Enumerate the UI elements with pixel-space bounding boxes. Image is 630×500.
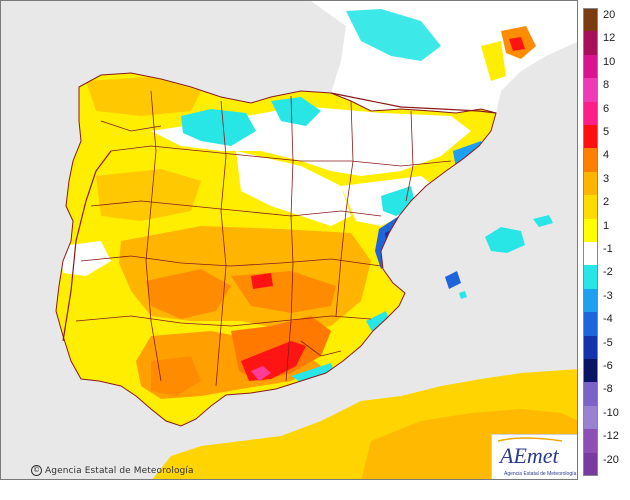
legend-label: 10 <box>603 55 616 68</box>
legend-swatch <box>583 359 598 383</box>
aemet-logo: AEmet Agencia Estatal de Meteorología <box>491 434 577 479</box>
legend-swatch <box>583 78 598 102</box>
logo-wordmark: AEmet <box>498 443 560 468</box>
legend-swatch <box>583 125 598 149</box>
legend-swatch <box>583 288 598 313</box>
legend-label: -4 <box>603 313 613 326</box>
portugal-border <box>62 150 112 342</box>
legend-label: -20 <box>603 453 619 466</box>
legend-swatch <box>583 148 598 172</box>
legend-swatch <box>583 101 598 125</box>
hot-spot-pyrenees-east <box>509 37 525 51</box>
legend-label: 8 <box>603 79 610 92</box>
legend-label: -5 <box>603 336 613 349</box>
logo-arc-icon <box>497 437 563 442</box>
legend-label: -3 <box>603 289 613 302</box>
warm-zone-west <box>96 169 201 221</box>
legend-label: 2 <box>603 196 610 209</box>
legend-swatch <box>583 452 598 476</box>
legend-label: 12 <box>603 32 616 45</box>
legend-swatch <box>583 312 598 336</box>
legend-swatch <box>583 195 598 219</box>
aemet-logo-graphic: AEmet Agencia Estatal de Meteorología <box>497 437 576 477</box>
legend-label: 20 <box>603 9 616 21</box>
legend-label: -2 <box>603 266 613 279</box>
cool-zone-france <box>346 9 441 61</box>
island-menorca <box>533 215 553 227</box>
copyright-notice: © Agencia Estatal de Meteorología <box>31 465 194 476</box>
legend-swatch <box>583 242 598 266</box>
copyright-text: Agencia Estatal de Meteorología <box>45 465 194 476</box>
copyright-icon: © <box>31 465 42 476</box>
legend-swatch <box>583 54 598 79</box>
legend-swatch <box>583 171 598 196</box>
warm-zone-roussillon <box>481 41 506 81</box>
anomaly-fields <box>61 77 489 399</box>
logo-subtext: Agencia Estatal de Meteorología <box>504 471 576 477</box>
legend-label: -12 <box>603 430 619 443</box>
legend-label: -6 <box>603 360 613 372</box>
legend-swatch <box>583 218 598 242</box>
hot-zone-extremadura <box>146 269 231 319</box>
warm-zone-northwest <box>86 77 201 116</box>
legend-swatch <box>583 382 598 406</box>
cool-zone-cantabria <box>181 109 256 146</box>
legend-swatch <box>583 429 598 453</box>
legend-swatch <box>583 31 598 55</box>
legend-label: 6 <box>603 102 610 115</box>
legend-label: -1 <box>603 243 613 255</box>
legend-label: 1 <box>603 219 610 232</box>
anomaly-map: © Agencia Estatal de Meteorología AEmet … <box>0 0 578 480</box>
hot-zone-guadalquivir <box>151 356 201 396</box>
pyrenees-border <box>330 92 497 114</box>
legend-label: -8 <box>603 383 613 396</box>
island-formentera <box>459 291 467 299</box>
extreme-hot-spot <box>251 366 271 381</box>
island-mallorca <box>485 227 525 253</box>
province-borders <box>75 90 452 387</box>
legend-swatch <box>583 405 598 430</box>
island-ibiza <box>445 271 461 289</box>
legend-label: 3 <box>603 172 610 185</box>
legend-swatch <box>583 335 598 359</box>
cool-zone-basque <box>271 97 321 126</box>
neutral-zone-central <box>236 151 351 226</box>
legend-swatch <box>583 8 598 32</box>
map-canvas <box>1 1 577 479</box>
legend-label: 4 <box>603 149 610 162</box>
hot-spot-ciudad-real <box>251 273 273 289</box>
legend-label: 5 <box>603 126 610 138</box>
color-legend: 20 12 10 8 6 5 4 3 2 1 -1 -2 -3 -4 -5 -6 -8 -10 -12 -20 <box>583 8 629 478</box>
legend-swatch <box>583 265 598 289</box>
legend-label: -10 <box>603 406 619 419</box>
